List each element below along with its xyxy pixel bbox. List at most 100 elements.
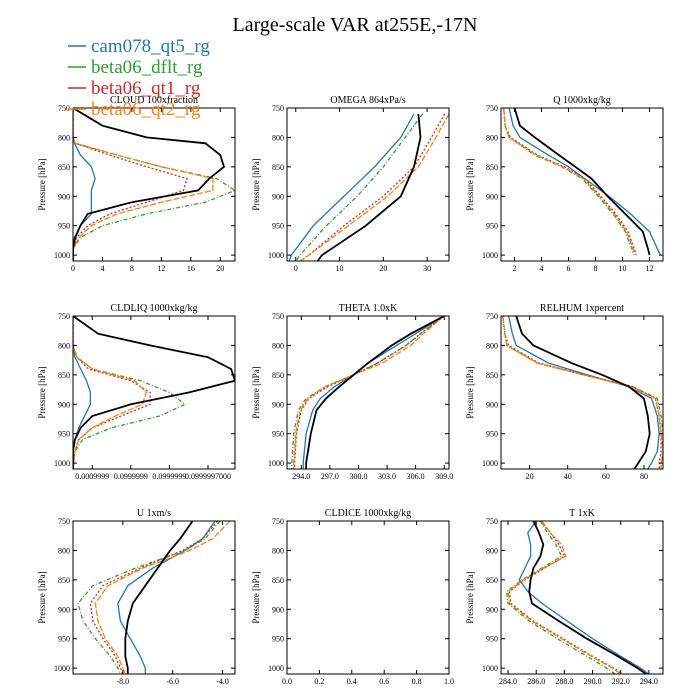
legend-label: beta06_qt1_rg [91,78,201,99]
y-axis-label: Pressure [hPa] [37,571,47,623]
x-tick-label: 0.0999999 [152,472,186,481]
x-tick-label: 20 [216,264,224,273]
y-axis-label: Pressure [hPa] [37,366,47,418]
x-tick-label: 294.0 [640,677,658,686]
y-tick-label: 1000 [268,459,284,468]
plot-frame [286,520,450,675]
series-line-1 [73,316,92,469]
panel-7: U 1xm/s Pressure [hPa] 750 800 850 900 950 1000… [37,508,236,686]
x-tick-label: 1.0 [444,677,454,686]
y-tick-label: 800 [58,341,70,350]
y-tick-label: 850 [58,163,70,172]
panel-title: RELHUM 1xpercent [540,303,624,314]
x-tick-label: 0.0009999 [75,472,109,481]
y-tick-label: 750 [272,312,284,321]
panel-title: THETA 1.0xK [339,303,398,314]
x-tick-label: 0.8 [412,677,422,686]
series-line-1 [288,113,415,261]
y-axis-label: Pressure [hPa] [37,158,47,210]
series-line-5 [73,108,226,261]
y-tick-label: 750 [58,104,70,113]
panel-5: THETA 1.0xK Pressure [hPa] 750 800 850 900 950… [251,303,453,481]
series-line-1 [117,521,216,674]
y-tick-label: 900 [58,400,70,409]
plot-frame [72,107,236,262]
panel-4: CLDLIQ 1000xkg/kg Pressure [hPa] 750 800 850… [37,303,236,481]
y-tick-label: 850 [58,576,70,585]
series-line-2 [73,108,235,261]
y-tick-label: 950 [272,222,284,231]
series-line-3 [502,316,662,469]
y-tick-label: 1000 [482,251,498,260]
plot-frame [72,520,236,675]
legend-label: beta06_qt2_rg [91,99,201,120]
x-tick-label: 12 [646,264,654,273]
panel-title: T 1xK [569,508,595,519]
x-tick-label: 80 [640,472,648,481]
series-line-1 [507,316,660,469]
y-axis-label: Pressure [hPa] [251,366,261,418]
x-tick-label: 297.0 [321,472,339,481]
series-line-4 [73,108,214,261]
series-line-2 [503,108,634,256]
x-tick-label: 16 [187,264,195,273]
y-tick-label: 950 [486,222,498,231]
x-tick-label: 2 [513,264,517,273]
y-tick-label: 900 [272,192,284,201]
figure-title: Large-scale VAR at255E,-17N [233,14,478,36]
y-tick-label: 750 [486,517,498,526]
y-tick-label: 900 [272,400,284,409]
legend-label: cam078_qt5_rg [91,36,210,57]
series-line-2 [291,316,445,469]
y-tick-label: 950 [272,430,284,439]
y-tick-label: 1000 [482,664,498,673]
series-line-5 [124,521,194,674]
x-tick-label: 4 [540,264,544,273]
series-line-5 [316,113,422,261]
plot-frame [500,315,664,470]
panel-8: CLDICE 1000xkg/kg Pressure [hPa] 750 800 850… [251,508,454,686]
series-line-5 [73,316,235,469]
x-tick-label: 284.0 [499,677,517,686]
y-tick-label: 950 [58,430,70,439]
x-tick-label: 10 [619,264,627,273]
y-tick-label: 800 [486,341,498,350]
y-tick-label: 950 [272,635,284,644]
x-tick-label: 8 [130,264,134,273]
y-tick-label: 850 [486,576,498,585]
y-tick-label: 800 [58,133,70,142]
plot-frame [500,107,664,262]
legend-label: beta06_dflt_rg [91,57,203,78]
y-tick-label: 900 [58,605,70,614]
x-tick-label: -8.0 [117,677,130,686]
y-tick-label: 850 [58,371,70,380]
y-tick-label: 1000 [268,251,284,260]
x-tick-label: 0.4 [347,677,357,686]
series-line-2 [505,521,616,674]
series-line-5 [513,108,651,256]
series-line-3 [508,521,623,674]
series-line-3 [89,521,219,674]
panel-title: CLDLIQ 1000xkg/kg [111,303,198,314]
panel-1: CLOUD 100xfraction Pressure [hPa] 750 800 85… [37,95,236,273]
y-axis-label: Pressure [hPa] [251,158,261,210]
series-line-4 [73,316,148,469]
x-tick-label: 60 [602,472,610,481]
y-tick-label: 850 [486,371,498,380]
y-axis-label: Pressure [hPa] [251,571,261,623]
panel-3: Q 1000xkg/kg Pressure [hPa] 750 800 850 900 95… [465,95,664,273]
y-tick-label: 800 [58,546,70,555]
y-tick-label: 950 [58,635,70,644]
y-tick-label: 900 [58,192,70,201]
series-line-4 [293,316,445,469]
x-tick-label: 20 [526,472,534,481]
x-tick-label: 30 [423,264,431,273]
x-tick-label: 40 [564,472,572,481]
y-tick-label: 800 [272,133,284,142]
x-tick-label: 6 [567,264,571,273]
y-axis-label: Pressure [hPa] [465,158,475,210]
series-line-1 [518,521,650,674]
series-line-5 [305,316,445,469]
x-tick-label: 288.0 [555,677,573,686]
